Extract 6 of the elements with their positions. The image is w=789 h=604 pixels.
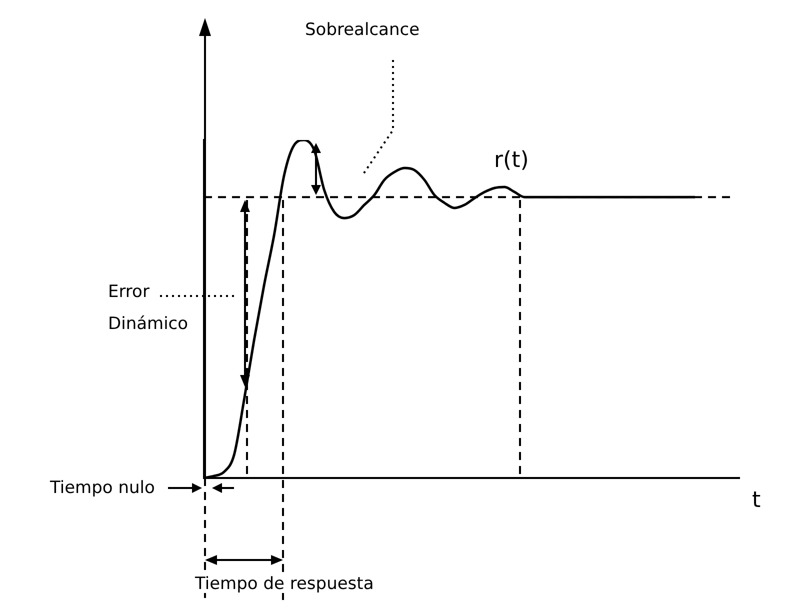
text: Sobrealcance: [305, 20, 420, 40]
text: Tiempo nulo: [50, 478, 155, 498]
x-axis-title: t: [752, 488, 761, 513]
series-label: r(t): [494, 148, 529, 173]
text: Tiempo de respuesta: [195, 574, 374, 594]
text: Error Dinámico: [108, 281, 190, 336]
